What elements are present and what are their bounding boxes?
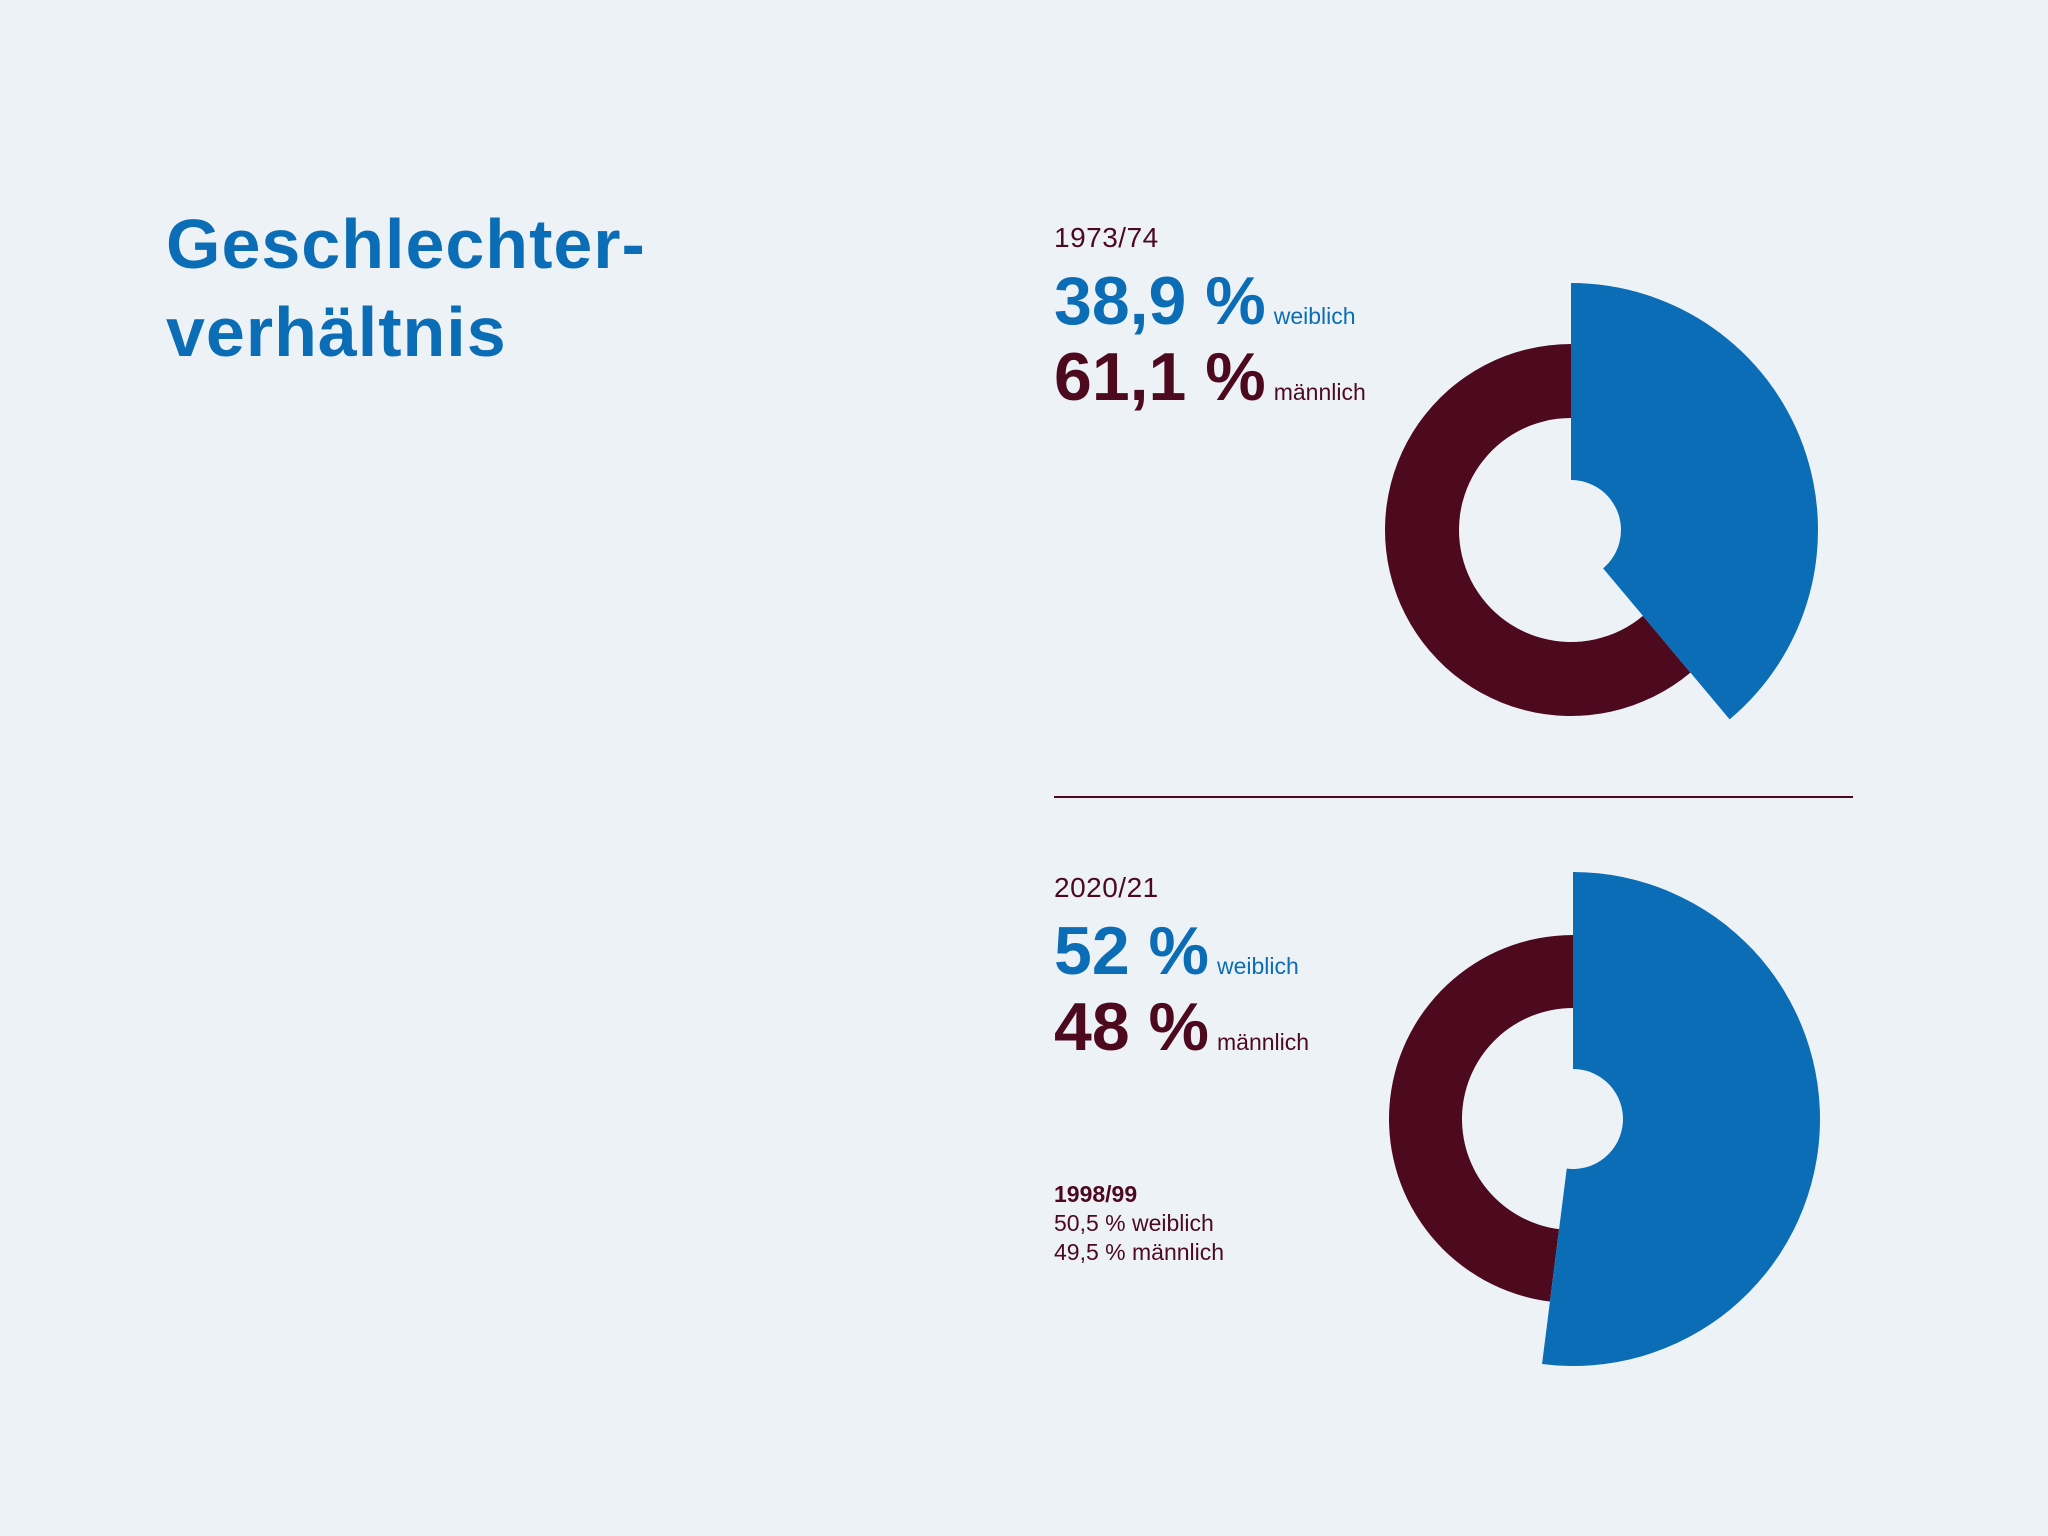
note-line-female: 50,5 % weiblich bbox=[1054, 1210, 1214, 1236]
chart2-female-value: 52 % weiblich bbox=[1054, 916, 1299, 1001]
chart1-male-value: 61,1 % männlich bbox=[1054, 342, 1366, 427]
comparison-note: 1998/99 50,5 % weiblich 49,5 % männlich bbox=[1054, 1180, 1224, 1267]
chart2-male-label: männlich bbox=[1217, 1029, 1310, 1055]
section-divider bbox=[1054, 796, 1853, 798]
chart1-male-label: männlich bbox=[1273, 379, 1366, 405]
chart2-female-percent: 52 % bbox=[1054, 913, 1209, 989]
note-heading: 1998/99 bbox=[1054, 1181, 1138, 1207]
chart2-male-value: 48 % männlich bbox=[1054, 992, 1309, 1077]
pie-slice-male bbox=[1389, 935, 1573, 1302]
chart1-period-label: 1973/74 bbox=[1054, 222, 1159, 253]
note-line-male: 49,5 % männlich bbox=[1054, 1239, 1225, 1265]
title-line-2: verhältnis bbox=[166, 293, 507, 371]
pie-chart-1973 bbox=[1385, 283, 1818, 720]
chart2-female-label: weiblich bbox=[1217, 953, 1299, 979]
chart1-female-percent: 38,9 % bbox=[1054, 263, 1266, 339]
pie-chart-2020 bbox=[1389, 872, 1820, 1366]
title-line-1: Geschlechter- bbox=[166, 205, 646, 283]
chart1-male-percent: 61,1 % bbox=[1054, 339, 1266, 415]
pie-slice-female bbox=[1542, 872, 1820, 1366]
chart2-period-label: 2020/21 bbox=[1054, 872, 1159, 903]
chart1-female-value: 38,9 % weiblich bbox=[1054, 266, 1356, 351]
chart2-male-percent: 48 % bbox=[1054, 989, 1209, 1065]
chart1-female-label: weiblich bbox=[1273, 303, 1356, 329]
pie-slice-female bbox=[1571, 283, 1818, 720]
pie-slice-male bbox=[1385, 344, 1691, 716]
page-title: Geschlechter- verhältnis bbox=[166, 200, 646, 376]
